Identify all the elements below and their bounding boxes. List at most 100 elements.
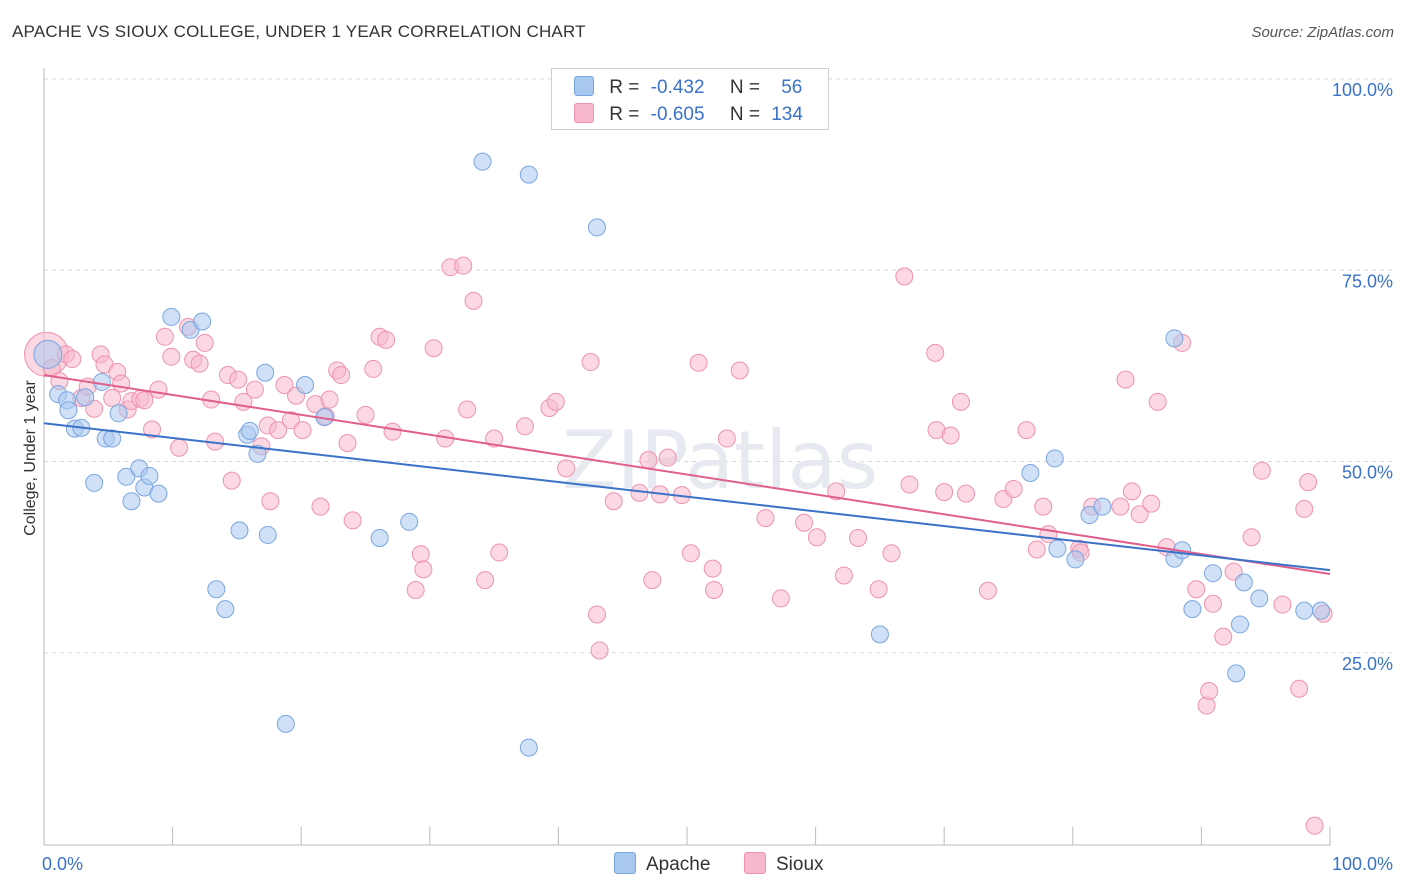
sioux-point-115 bbox=[1122, 482, 1141, 501]
apache-point-18 bbox=[162, 307, 181, 326]
sioux-point-49 bbox=[356, 405, 375, 424]
sioux-point-35 bbox=[261, 492, 280, 511]
sioux-point-16 bbox=[135, 391, 154, 410]
sioux-point-103 bbox=[978, 581, 997, 600]
axes bbox=[43, 68, 1331, 846]
apache-point-23 bbox=[230, 521, 249, 540]
apache-n-value: 56 bbox=[781, 77, 803, 98]
apache-point-49 bbox=[1203, 564, 1222, 583]
zipatlas-watermark: ZIPatlas bbox=[562, 414, 878, 507]
sioux-point-133 bbox=[1305, 816, 1324, 835]
apache-point-34 bbox=[473, 152, 492, 171]
sioux-point-106 bbox=[1017, 421, 1036, 440]
sioux-point-94 bbox=[882, 544, 901, 563]
legend-row-sioux: R = -0.605 N = 134 bbox=[574, 103, 803, 125]
apache-point-20 bbox=[193, 312, 212, 331]
apache-point-12 bbox=[117, 467, 136, 486]
sioux-point-32 bbox=[245, 380, 264, 399]
sioux-point-95 bbox=[895, 267, 914, 286]
apache-point-30 bbox=[296, 376, 315, 394]
apache-legend-swatch bbox=[614, 852, 636, 874]
sioux-point-89 bbox=[807, 528, 826, 547]
y-tick-label-1: 50.0% bbox=[1342, 463, 1393, 483]
apache-point-25 bbox=[240, 421, 259, 440]
sioux-points bbox=[24, 256, 1333, 835]
sioux-point-66 bbox=[515, 417, 534, 436]
sioux-legend-label: Sioux bbox=[776, 854, 824, 875]
sioux-point-29 bbox=[222, 471, 241, 490]
apache-legend-label: Apache bbox=[646, 854, 711, 875]
sioux-point-42 bbox=[311, 497, 330, 516]
sioux-point-72 bbox=[590, 641, 609, 660]
sioux-point-128 bbox=[1252, 461, 1271, 480]
sioux-point-99 bbox=[935, 483, 954, 502]
sioux-point-38 bbox=[281, 411, 300, 430]
sioux-point-131 bbox=[1295, 499, 1314, 518]
sioux-point-65 bbox=[490, 543, 509, 562]
sioux-point-17 bbox=[143, 420, 162, 439]
sioux-point-96 bbox=[900, 475, 919, 494]
sioux-point-101 bbox=[951, 392, 970, 411]
apache-point-17 bbox=[149, 484, 168, 503]
chart-title: APACHE VS SIOUX COLLEGE, UNDER 1 YEAR CO… bbox=[12, 22, 586, 41]
sioux-point-82 bbox=[703, 559, 722, 578]
sioux-point-93 bbox=[869, 580, 888, 599]
sioux-point-113 bbox=[1111, 497, 1130, 516]
apache-point-11 bbox=[109, 404, 128, 423]
sioux-point-78 bbox=[658, 448, 677, 467]
sioux-point-71 bbox=[587, 605, 606, 624]
apache-point-7 bbox=[85, 473, 104, 492]
apache-r-label: R = bbox=[609, 77, 640, 98]
apache-point-52 bbox=[1234, 573, 1253, 592]
sioux-point-87 bbox=[771, 589, 790, 608]
sioux-point-70 bbox=[581, 353, 600, 372]
apache-point-53 bbox=[1250, 589, 1269, 608]
sioux-point-60 bbox=[454, 256, 473, 275]
x-tick-label-0: 0.0% bbox=[42, 854, 83, 874]
sioux-point-75 bbox=[639, 450, 658, 469]
apache-point-51 bbox=[1230, 615, 1249, 634]
sioux-point-88 bbox=[795, 513, 814, 532]
sioux-point-40 bbox=[293, 421, 312, 440]
sioux-point-127 bbox=[1242, 528, 1261, 547]
grid-lines bbox=[44, 78, 1392, 654]
y-tick-label-3: 100.0% bbox=[1332, 80, 1393, 100]
sioux-point-118 bbox=[1148, 392, 1167, 411]
sioux-point-80 bbox=[681, 544, 700, 563]
apache-point-42 bbox=[1066, 550, 1085, 569]
sioux-point-24 bbox=[190, 354, 209, 373]
sioux-point-105 bbox=[1004, 480, 1023, 499]
apache-point-32 bbox=[370, 529, 389, 547]
sioux-point-121 bbox=[1187, 580, 1206, 599]
sioux-swatch bbox=[574, 103, 594, 123]
apache-point-39 bbox=[1021, 463, 1040, 482]
sioux-point-55 bbox=[411, 545, 430, 564]
sioux-point-44 bbox=[320, 390, 339, 409]
sioux-point-73 bbox=[604, 492, 623, 511]
source-credit: Source: ZipAtlas.com bbox=[1251, 24, 1394, 41]
sioux-point-46 bbox=[332, 366, 351, 385]
y-axis-label: College, Under 1 year bbox=[22, 380, 39, 536]
sioux-point-109 bbox=[1039, 525, 1058, 544]
apache-point-43 bbox=[1080, 506, 1099, 525]
sioux-point-90 bbox=[827, 482, 846, 501]
apache-point-50 bbox=[1227, 664, 1246, 683]
y-tick-label-0: 25.0% bbox=[1342, 654, 1393, 674]
sioux-point-114 bbox=[1116, 370, 1135, 389]
sioux-point-107 bbox=[1027, 540, 1046, 559]
apache-point-6 bbox=[76, 388, 95, 407]
sioux-point-100 bbox=[941, 426, 960, 445]
stats-legend: R = -0.432 N = 56 R = -0.605 N = 134 bbox=[551, 68, 829, 130]
trend-lines bbox=[43, 374, 1331, 575]
apache-point-13 bbox=[122, 492, 141, 511]
sioux-point-64 bbox=[485, 429, 504, 448]
apache-n-label: N = bbox=[729, 77, 760, 98]
apache-points bbox=[33, 152, 1330, 757]
sioux-point-123 bbox=[1200, 682, 1219, 700]
sioux-point-116 bbox=[1130, 505, 1149, 524]
apache-r-value: -0.432 bbox=[650, 77, 705, 98]
apache-point-21 bbox=[207, 580, 226, 599]
sioux-point-124 bbox=[1203, 594, 1222, 613]
x-tick-label-1: 100.0% bbox=[1332, 854, 1393, 874]
